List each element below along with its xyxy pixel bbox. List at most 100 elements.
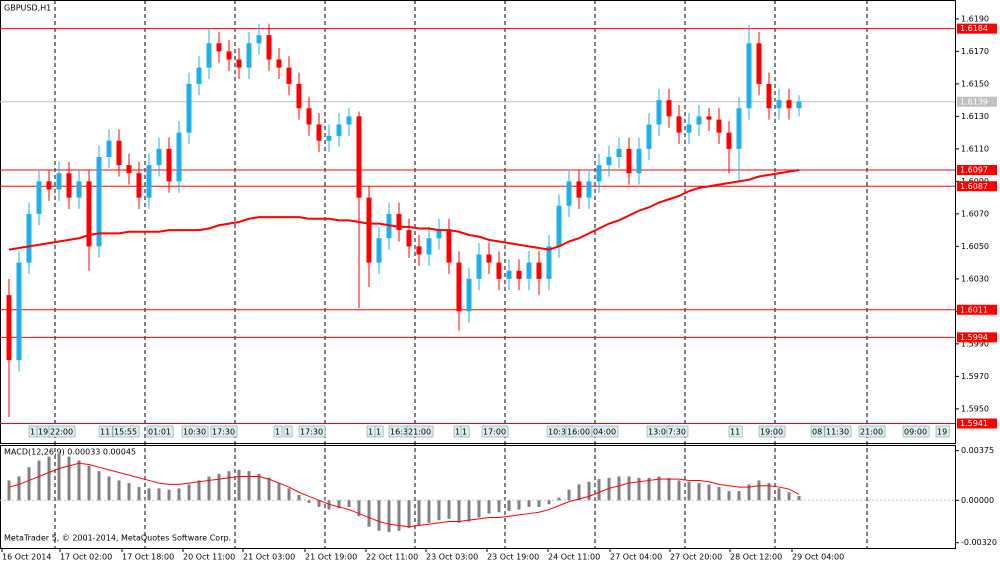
- candle-body: [356, 116, 362, 198]
- event-label: 1: [462, 428, 467, 437]
- candle-body: [776, 100, 782, 109]
- current-price-label: 1.6139: [960, 97, 988, 106]
- day-separators: [54, 0, 868, 548]
- macd-bar: [207, 476, 211, 501]
- candle-body: [756, 43, 762, 84]
- candle-body: [736, 108, 742, 149]
- candle-body: [426, 238, 432, 255]
- x-tick-label: 27 Oct 20:00: [670, 553, 722, 562]
- candle-body: [146, 165, 152, 198]
- macd-bar: [327, 500, 331, 510]
- macd-bar: [427, 500, 431, 523]
- macd-bar: [587, 481, 591, 501]
- macd-bar: [357, 500, 361, 517]
- macd-bar: [297, 495, 301, 501]
- macd-bar: [497, 500, 501, 513]
- candle-body: [586, 181, 592, 198]
- event-box: [758, 425, 786, 438]
- macd-bar: [657, 476, 661, 501]
- candle-body: [606, 157, 612, 166]
- candle-body: [276, 59, 282, 68]
- x-tick-label: 23 Oct 03:00: [426, 553, 478, 562]
- level-label: 1.6184: [960, 24, 988, 33]
- event-label: 1: [455, 428, 460, 437]
- macd-bar: [687, 481, 691, 501]
- main-pane: [0, 0, 956, 444]
- candle-body: [66, 173, 72, 198]
- candle-body: [246, 43, 252, 68]
- macd-bar: [387, 500, 391, 533]
- event-box: [591, 425, 619, 438]
- event-box: [902, 425, 930, 438]
- macd-bar: [667, 477, 671, 501]
- candle-body: [376, 238, 382, 263]
- candle-body: [666, 100, 672, 117]
- y-tick-label: -0.00320: [961, 538, 997, 547]
- candle-body: [396, 213, 402, 231]
- candle-body: [436, 230, 442, 239]
- macd-bar: [537, 500, 541, 507]
- y-tick-label: 1.5970: [961, 372, 989, 381]
- candle-body: [46, 181, 52, 190]
- x-tick-label: 21 Oct 19:00: [305, 553, 357, 562]
- event-label: 17:30: [300, 428, 323, 437]
- x-tick-label: 28 Oct 12:00: [730, 553, 782, 562]
- macd-bar: [517, 500, 521, 510]
- candle-body: [346, 116, 352, 125]
- event-box: [98, 425, 113, 438]
- event-label: 1: [376, 428, 381, 437]
- event-box: [666, 425, 689, 438]
- macd-bar: [567, 489, 571, 501]
- moving-average: [8, 169, 800, 251]
- event-box: [374, 425, 384, 438]
- candle-body: [306, 108, 312, 125]
- macd-bar: [757, 480, 761, 501]
- event-label: 1: [30, 428, 35, 437]
- macd-bar: [247, 471, 251, 501]
- candle-body: [646, 124, 652, 149]
- event-label: 04:00: [593, 428, 616, 437]
- candle-body: [366, 197, 372, 263]
- macd-bar: [67, 456, 71, 501]
- macd-bar: [77, 460, 81, 501]
- macd-bar: [797, 495, 801, 501]
- macd-bar: [717, 487, 721, 501]
- candle-body: [486, 254, 492, 263]
- macd-bar: [147, 488, 151, 501]
- macd-title: MACD(12,26,9) 0.00033 0.00045: [4, 448, 136, 457]
- candle-body: [656, 100, 662, 125]
- macd-pane: [0, 445, 956, 549]
- candle-body: [696, 116, 702, 125]
- candle-body: [476, 254, 482, 279]
- macd-bar: [227, 471, 231, 501]
- macd-bar: [597, 479, 601, 501]
- macd-bar: [257, 473, 261, 501]
- macd-bar: [347, 500, 351, 507]
- y-tick-label: 1.6190: [961, 14, 989, 23]
- candle-body: [76, 181, 82, 198]
- level-box: [957, 23, 997, 34]
- event-label: 16:3: [390, 428, 408, 437]
- event-label: 11:30: [826, 428, 849, 437]
- level-box: [957, 332, 997, 343]
- event-box: [858, 425, 886, 438]
- candle-body: [186, 83, 192, 133]
- y-tick-label: 1.6070: [961, 209, 989, 218]
- macd-bar: [777, 488, 781, 501]
- macd-bar: [47, 456, 51, 501]
- candle-body: [686, 124, 692, 133]
- macd-bar: [607, 477, 611, 501]
- macd-bar: [697, 483, 701, 501]
- event-label: 19:00: [760, 428, 783, 437]
- macd-bar: [367, 500, 371, 527]
- candle-body: [706, 116, 712, 120]
- x-tick-label: 29 Oct 04:00: [792, 553, 844, 562]
- candle-body: [56, 173, 62, 190]
- candle-body: [106, 140, 112, 157]
- level-box: [957, 418, 997, 429]
- macd-bar: [637, 477, 641, 501]
- event-label: 1: [285, 428, 290, 437]
- chart-title: GBPUSD,H1: [4, 4, 51, 13]
- candle-body: [256, 35, 262, 44]
